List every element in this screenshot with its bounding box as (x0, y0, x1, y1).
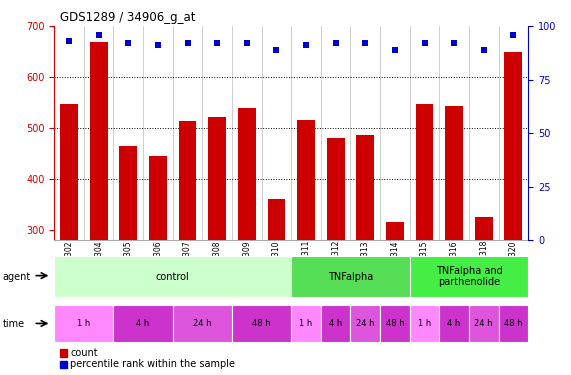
Bar (119, 146, 137, 240)
Text: percentile rank within the sample: percentile rank within the sample (70, 359, 235, 369)
Bar (238, 108, 256, 240)
Bar (321, 304, 351, 342)
Text: 1 h: 1 h (418, 319, 431, 328)
Bar (410, 304, 439, 342)
Text: GDS1289 / 34906_g_at: GDS1289 / 34906_g_at (60, 11, 195, 24)
Bar (410, 256, 528, 297)
Text: agent: agent (3, 272, 31, 282)
Bar (149, 156, 167, 240)
Text: 24 h: 24 h (356, 319, 375, 328)
Bar (90, 42, 107, 240)
Bar (439, 304, 469, 342)
Point (94, 32, 103, 38)
Bar (327, 138, 344, 240)
Text: 4 h: 4 h (448, 319, 461, 328)
Point (212, 40, 222, 46)
Bar (505, 52, 522, 240)
Point (272, 47, 281, 53)
Bar (445, 106, 463, 240)
Point (242, 40, 251, 46)
Point (391, 47, 400, 53)
Bar (380, 304, 410, 342)
Bar (267, 199, 286, 240)
Text: TNFalpha: TNFalpha (328, 272, 373, 282)
Text: count: count (70, 348, 98, 358)
Point (479, 47, 488, 53)
Text: 48 h: 48 h (504, 319, 522, 328)
Bar (469, 304, 498, 342)
Text: 1 h: 1 h (77, 319, 90, 328)
Point (420, 40, 429, 46)
Point (65, 38, 74, 44)
Bar (54, 304, 114, 342)
Bar (114, 304, 173, 342)
Text: 1 h: 1 h (299, 319, 313, 328)
Text: 24 h: 24 h (193, 319, 212, 328)
Point (301, 42, 311, 48)
Bar (54, 256, 291, 297)
Point (509, 32, 518, 38)
Bar (356, 135, 374, 240)
Point (124, 40, 133, 46)
Bar (351, 304, 380, 342)
Point (154, 42, 163, 48)
Point (361, 40, 370, 46)
Point (449, 40, 459, 46)
Bar (297, 120, 315, 240)
Bar (475, 217, 493, 240)
Text: 48 h: 48 h (385, 319, 404, 328)
Bar (291, 304, 321, 342)
Bar (232, 304, 291, 342)
Text: time: time (3, 319, 25, 328)
Text: control: control (156, 272, 190, 282)
Text: 4 h: 4 h (136, 319, 150, 328)
Bar (498, 304, 528, 342)
Text: 4 h: 4 h (329, 319, 342, 328)
Bar (208, 117, 226, 240)
Text: 24 h: 24 h (475, 319, 493, 328)
Point (331, 40, 340, 46)
Point (183, 40, 192, 46)
Text: 48 h: 48 h (252, 319, 271, 328)
Bar (291, 256, 410, 297)
Bar (60, 104, 78, 240)
Bar (173, 304, 232, 342)
Bar (386, 222, 404, 240)
Bar (179, 122, 196, 240)
Bar (416, 104, 433, 240)
Text: TNFalpha and
parthenolide: TNFalpha and parthenolide (436, 266, 502, 287)
